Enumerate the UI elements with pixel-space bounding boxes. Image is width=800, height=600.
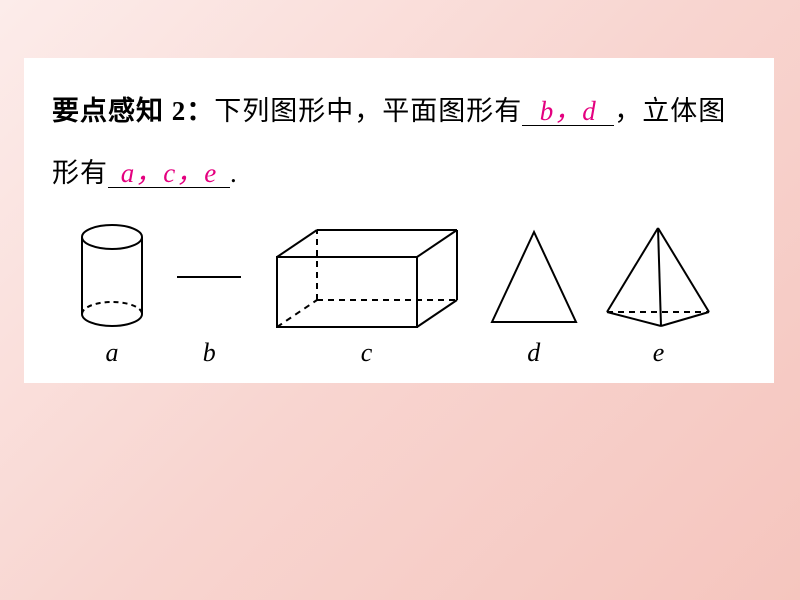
figure-b-segment: b [169, 222, 249, 368]
content-card: 要点感知 2：下列图形中，平面图形有b，d，立体图 形有a，c，e. a b [24, 58, 774, 383]
figure-a-cylinder: a [72, 222, 152, 368]
triangle-icon [484, 222, 584, 332]
q2-part1: 形有 [52, 158, 108, 188]
prefix-bold: 要点感知 2： [52, 96, 214, 126]
figure-e-tetrahedron: e [601, 222, 716, 368]
label-c: c [361, 338, 373, 368]
question-line-2: 形有a，c，e. [52, 142, 746, 204]
q1-part1: 下列图形中，平面图形有 [214, 96, 522, 126]
figure-c-cuboid: c [267, 222, 467, 368]
figure-d-triangle: d [484, 222, 584, 368]
q1-part2: ，立体图 [614, 96, 726, 126]
cuboid-icon [267, 222, 467, 332]
label-d: d [527, 338, 540, 368]
figures-row: a b c d [52, 222, 746, 368]
label-e: e [653, 338, 665, 368]
period: . [230, 158, 238, 188]
cylinder-icon [72, 222, 152, 332]
segment-icon [169, 222, 249, 332]
label-a: a [106, 338, 119, 368]
answer-1: b，d [522, 98, 614, 126]
answer-2: a，c，e [108, 160, 230, 188]
question-line-1: 要点感知 2：下列图形中，平面图形有b，d，立体图 [52, 80, 746, 142]
label-b: b [203, 338, 216, 368]
tetrahedron-icon [601, 222, 716, 332]
